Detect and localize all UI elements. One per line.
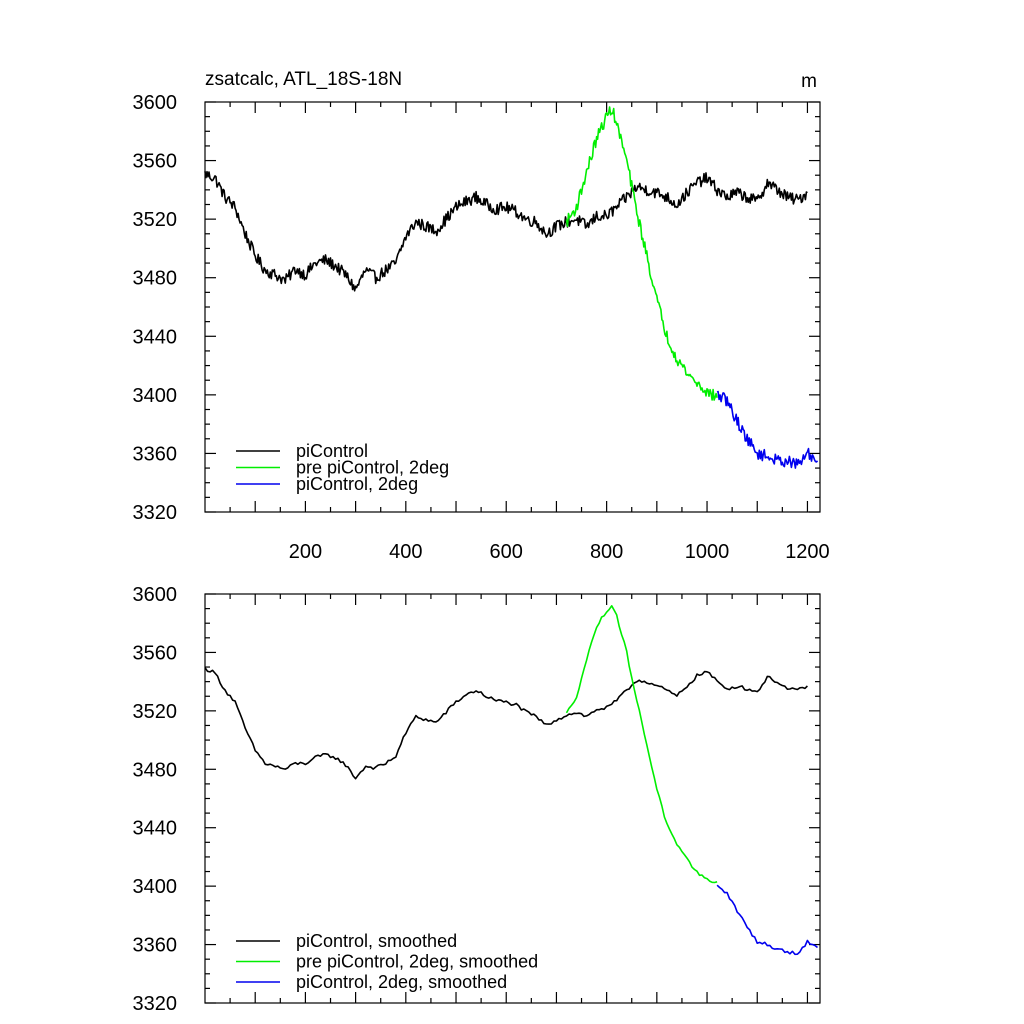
y-tick-label: 3560 bbox=[133, 642, 178, 664]
y-tick-label: 3360 bbox=[133, 935, 178, 957]
y-tick-label: 3480 bbox=[133, 268, 178, 290]
y-tick-label: 3400 bbox=[133, 876, 178, 898]
bottom-panel-chart: 3320 3360 3400 3440 3480 3520 3560 3600 piContro… bbox=[133, 584, 821, 1015]
series-line bbox=[565, 605, 718, 884]
x-tick-label: 400 bbox=[389, 541, 422, 563]
series-line bbox=[565, 106, 718, 401]
legend-label: pre piControl, 2deg, smoothed bbox=[296, 952, 538, 972]
y-tick-label: 3520 bbox=[133, 209, 178, 231]
x-tick-label: 200 bbox=[289, 541, 322, 563]
y-tick-label: 3320 bbox=[133, 993, 178, 1015]
chart-title: zsatcalc, ATL_18S-18N bbox=[205, 69, 402, 90]
legend-label: piControl, 2deg bbox=[296, 474, 418, 494]
legend-label: piControl, smoothed bbox=[296, 931, 457, 951]
y-tick-label: 3600 bbox=[133, 92, 178, 114]
y-tick-label: 3600 bbox=[133, 584, 178, 606]
series-line bbox=[716, 884, 818, 956]
y-tick-label: 3520 bbox=[133, 701, 178, 723]
x-tick-label: 600 bbox=[490, 541, 523, 563]
y-tick-label: 3400 bbox=[133, 385, 178, 407]
x-tick-label: 1200 bbox=[785, 541, 830, 563]
y-tick-label: 3440 bbox=[133, 818, 178, 840]
legend-label: piControl, 2deg, smoothed bbox=[296, 972, 507, 992]
legend-label: piControl bbox=[296, 441, 368, 461]
x-tick-label: 800 bbox=[590, 541, 623, 563]
series-line bbox=[716, 390, 819, 469]
y-tick-label: 3360 bbox=[133, 443, 178, 465]
y-tick-label: 3320 bbox=[133, 502, 178, 524]
series-line bbox=[204, 667, 808, 780]
x-tick-label: 1000 bbox=[685, 541, 730, 563]
series-line bbox=[204, 170, 808, 292]
top-panel-chart: 3320 3360 3400 3440 3480 3520 3560 3600 200 400 60… bbox=[133, 69, 830, 563]
legend-label: pre piControl, 2deg bbox=[296, 458, 449, 478]
y-tick-label: 3480 bbox=[133, 759, 178, 781]
y-tick-label: 3560 bbox=[133, 151, 178, 173]
y-tick-label: 3440 bbox=[133, 326, 178, 348]
units-label: m bbox=[801, 71, 817, 92]
